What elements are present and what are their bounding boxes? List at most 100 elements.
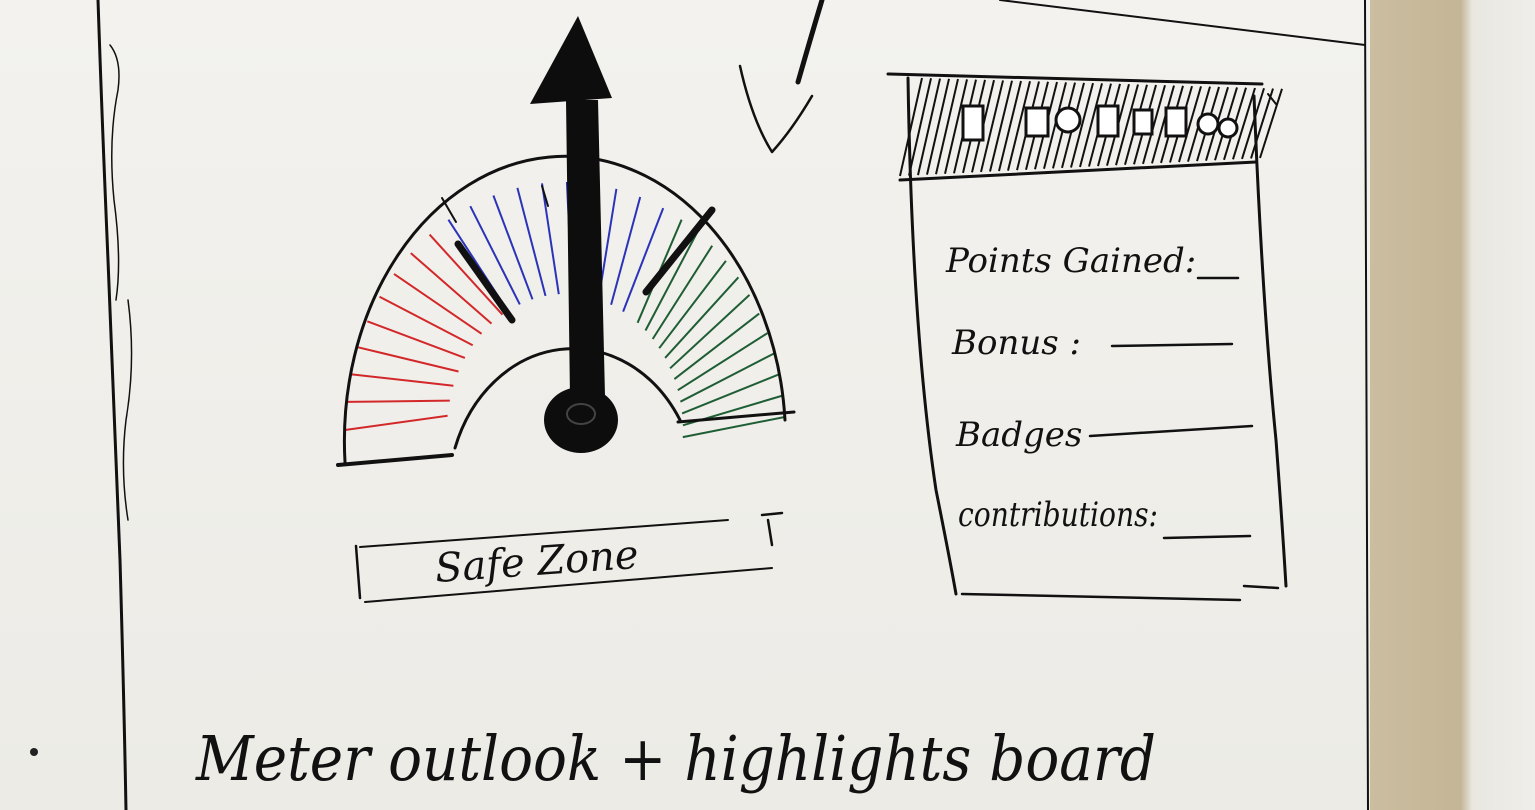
- meter-left-base: [336, 453, 454, 467]
- header-hatch-line-37: [1232, 87, 1256, 160]
- meter-gauge: [336, 16, 796, 467]
- header-hatch-line-38: [1241, 87, 1265, 160]
- meter-tick-top: [541, 185, 549, 207]
- header-hatch-line-4: [935, 78, 959, 175]
- meter-hatch-green-9: [681, 373, 780, 415]
- pointer-arrow-head: [738, 64, 814, 154]
- badges-label: Badges: [955, 415, 1082, 455]
- arrow-up-icon: [530, 16, 612, 104]
- background-wall: [1370, 0, 1535, 810]
- board-left-edge: [906, 76, 958, 596]
- meter-hatch-blue-2: [492, 195, 534, 300]
- header-hatch-line-40: [1259, 88, 1283, 159]
- meter-outer-arc: [342, 154, 787, 464]
- board-header-top: [886, 72, 1264, 86]
- board-right-edge: [1252, 94, 1288, 588]
- safe-zone-bar: Safe Zone: [354, 511, 784, 603]
- meter-hatch-blue-3: [516, 187, 547, 297]
- meter-hatch-green-8: [679, 352, 775, 403]
- icon-7-shadow: [1217, 117, 1239, 139]
- header-hatch-line-27: [1142, 85, 1166, 165]
- header-hatch-line-20: [1079, 83, 1103, 168]
- meter-hatch-red-3: [357, 346, 459, 373]
- header-hatch-line-5: [944, 79, 968, 174]
- header-hatch-line-12: [1007, 81, 1031, 171]
- meter-hatch-red-7: [410, 252, 493, 325]
- safe-zone-bar-top: [359, 519, 729, 548]
- meter-divider-right: [642, 206, 716, 296]
- header-hatch-line-31: [1178, 86, 1202, 163]
- meter-hatch-green-3: [658, 260, 727, 349]
- header-hatch-line-28: [1151, 85, 1175, 164]
- header-hatch-line-10: [989, 80, 1013, 172]
- board-field-badges: Badges: [955, 415, 1254, 455]
- meter-inner-arc: [453, 347, 682, 450]
- header-hatch-line-2: [917, 78, 941, 176]
- meter-hatch-red-6: [393, 273, 483, 335]
- board-header-icons: [961, 104, 1239, 142]
- needle-pivot: [544, 387, 618, 453]
- badges-blank: [1088, 424, 1254, 438]
- paper-left-scribble: [109, 44, 120, 301]
- meter-hatch-red-0: [344, 414, 448, 431]
- safe-zone-bar-left: [354, 544, 362, 600]
- meter-hatch-green-6: [673, 312, 760, 380]
- icon-6: [1164, 106, 1188, 138]
- points-gained-label: Points Gained:: [945, 241, 1196, 281]
- header-hatch-line-3: [926, 78, 950, 175]
- meter-divider-left: [454, 240, 516, 324]
- meter-tick-left: [441, 197, 457, 223]
- meter-hatch-blue-1: [469, 205, 521, 305]
- meter-hatch-green-11: [682, 416, 785, 439]
- icon-4: [1096, 104, 1120, 138]
- bonus-label: Bonus :: [951, 323, 1081, 363]
- icon-3: [1054, 106, 1082, 134]
- meter-needle: [530, 16, 618, 453]
- highlights-board: Points Gained: Bonus : Badges contributi…: [886, 72, 1288, 602]
- board-corner-mark: [1267, 93, 1277, 105]
- paper-right-border: [1364, 0, 1369, 810]
- meter-hatch-blue-8: [610, 196, 642, 306]
- safe-zone-marker: [760, 511, 784, 547]
- meter-hatch-green-1: [644, 231, 699, 331]
- bonus-blank: [1110, 342, 1234, 348]
- meter-hatch-green-7: [677, 332, 769, 392]
- needle-pivot-swirl: [566, 403, 596, 425]
- meter-hatch-blue-4: [541, 183, 560, 295]
- header-hatch-line-19: [1070, 82, 1094, 168]
- icon-7: [1196, 112, 1220, 136]
- meter-hatch-green-5: [669, 294, 751, 370]
- contributions-blank: [1162, 534, 1252, 540]
- paper-left-scribble-2: [122, 299, 133, 521]
- icon-2: [1024, 106, 1050, 138]
- board-field-points: Points Gained:: [945, 241, 1240, 281]
- meter-hatch-green-2: [651, 245, 714, 340]
- header-hatch-line-16: [1043, 82, 1067, 170]
- meter-hatch-red-2: [350, 373, 454, 387]
- board-bottom-edge: [960, 584, 1280, 602]
- meter-hatch-blue-9: [622, 207, 665, 312]
- icon-5: [1132, 108, 1154, 136]
- contributions-label: contributions:: [958, 495, 1158, 535]
- needle-shaft: [566, 100, 605, 398]
- header-hatch-line-11: [998, 80, 1022, 172]
- meter-hatch-red-5: [379, 295, 474, 347]
- header-hatch-line-0: [899, 77, 923, 177]
- sketch-caption: Meter outlook + highlights board: [195, 722, 1156, 795]
- icon-1: [961, 104, 985, 142]
- header-hatch-line-24: [1115, 84, 1139, 166]
- meter-hatch-green-4: [664, 276, 740, 359]
- meter-hatch-red-1: [346, 399, 450, 403]
- header-hatch-line-9: [980, 80, 1004, 173]
- stray-dot: [30, 748, 38, 756]
- board-header-bottom: [898, 160, 1258, 182]
- paper-top-border: [999, 0, 1366, 46]
- meter-hatch-red-8: [428, 233, 504, 316]
- paper-left-border: [96, 0, 128, 810]
- pointer-arrow-shaft: [795, 0, 825, 85]
- meter-hatch-red-4: [366, 320, 466, 359]
- board-field-bonus: Bonus :: [951, 323, 1234, 363]
- meter-right-base: [676, 410, 796, 424]
- board-field-contributions: contributions:: [958, 495, 1252, 540]
